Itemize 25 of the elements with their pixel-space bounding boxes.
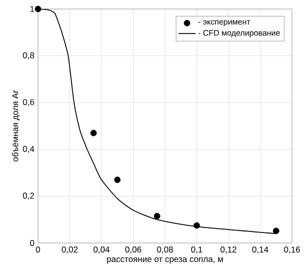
x-axis-title: расстояние от среза сопла, м	[107, 257, 223, 264]
x-tick-label: 0,02	[62, 246, 78, 254]
x-tick-label: 0,14	[252, 246, 268, 254]
x-tick-label: 0,1	[191, 246, 202, 254]
y-tick-label: 0,2	[22, 192, 34, 200]
x-tick-label: 0,16	[284, 246, 300, 254]
x-tick-label: 0,12	[220, 246, 236, 254]
point	[194, 222, 200, 229]
point	[154, 212, 160, 220]
point	[90, 130, 97, 136]
x-tick-label: 0	[36, 246, 40, 253]
y-axis-title: объёмная доля Ar	[12, 90, 20, 162]
x-tick-label: 0,06	[125, 246, 142, 254]
legend-label: - эксперимент	[198, 20, 250, 26]
y-tick-label: 0	[30, 240, 34, 246]
point	[272, 228, 280, 234]
legend-label: - CFD моделирование	[198, 30, 280, 38]
point	[114, 176, 121, 184]
point	[34, 6, 42, 12]
y-tick-label: 0,4	[22, 146, 34, 153]
x-tick-label: 0,04	[94, 246, 110, 254]
y-tick-label: 0,8	[22, 52, 34, 60]
y-tick-label: 0,6	[22, 99, 34, 106]
y-tick-label: 1	[30, 6, 34, 12]
x-tick-label: 0,08	[157, 246, 173, 254]
